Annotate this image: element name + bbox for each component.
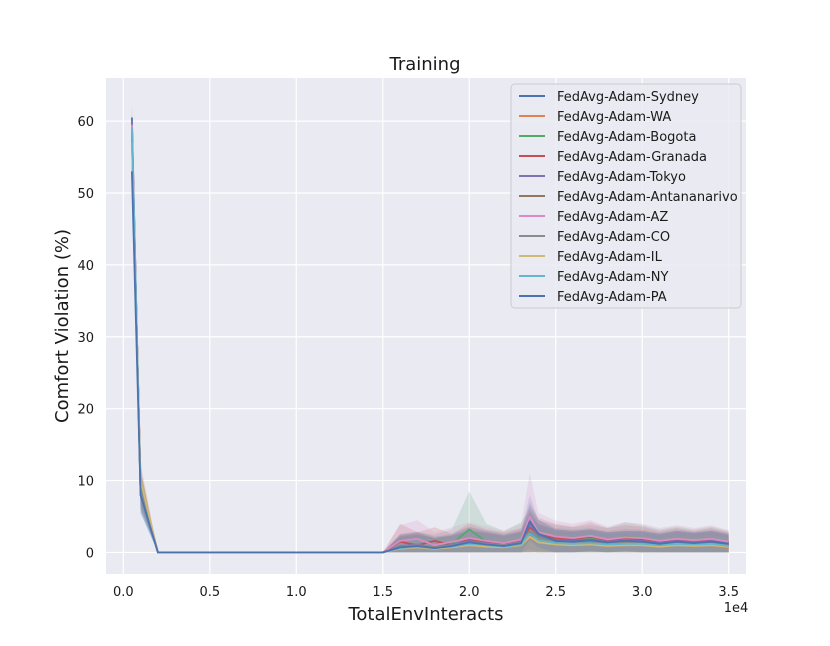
y-tick-label: 0 bbox=[86, 546, 94, 561]
x-tick-label: 2.5 bbox=[545, 585, 566, 600]
x-tick-label: 0.5 bbox=[199, 585, 220, 600]
x-tick-label: 2.0 bbox=[459, 585, 480, 600]
x-tick-label: 1.5 bbox=[372, 585, 393, 600]
x-tick-label: 0.0 bbox=[113, 585, 134, 600]
x-axis-offset-label: 1e4 bbox=[724, 601, 749, 616]
y-tick-label: 50 bbox=[77, 187, 94, 202]
legend-entry: FedAvg-Adam-AZ bbox=[519, 210, 668, 225]
x-axis-ticks: 0.0 0.5 1.0 1.5 2.0 2.5 3.0 3.5 bbox=[113, 585, 739, 600]
legend-entry: FedAvg-Adam-IL bbox=[519, 250, 663, 265]
y-tick-label: 10 bbox=[77, 475, 94, 490]
y-axis-label: Comfort Violation (%) bbox=[52, 229, 73, 423]
x-tick-label: 3.0 bbox=[632, 585, 653, 600]
legend-entry: FedAvg-Adam-Antananarivo bbox=[519, 190, 738, 205]
chart-title: Training bbox=[388, 54, 460, 75]
x-tick-label: 3.5 bbox=[718, 585, 739, 600]
legend-entry: FedAvg-Adam-Tokyo bbox=[519, 170, 686, 185]
legend-label: FedAvg-Adam-Granada bbox=[557, 150, 707, 165]
legend-frame bbox=[510, 83, 742, 309]
x-tick-label: 1.0 bbox=[286, 585, 307, 600]
legend-label: FedAvg-Adam-AZ bbox=[557, 210, 668, 225]
legend-label: FedAvg-Adam-Bogota bbox=[557, 130, 696, 145]
legend-label: FedAvg-Adam-Antananarivo bbox=[557, 190, 738, 205]
legend-label: FedAvg-Adam-CO bbox=[557, 230, 670, 245]
legend-entry: FedAvg-Adam-WA bbox=[519, 110, 671, 125]
legend: FedAvg-Adam-Sydney FedAvg-Adam-WA FedAvg-A… bbox=[510, 83, 742, 309]
legend-entry: FedAvg-Adam-Bogota bbox=[519, 130, 696, 145]
legend-label: FedAvg-Adam-IL bbox=[557, 250, 663, 265]
y-axis-ticks: 0 10 20 30 40 50 60 bbox=[77, 115, 94, 561]
legend-entry: FedAvg-Adam-NY bbox=[519, 270, 668, 285]
legend-entry: FedAvg-Adam-Sydney bbox=[519, 90, 699, 105]
x-axis-label: TotalEnvInteracts bbox=[347, 604, 503, 625]
legend-label: FedAvg-Adam-Tokyo bbox=[557, 170, 686, 185]
line-series-11 bbox=[131, 171, 729, 554]
y-tick-label: 30 bbox=[77, 331, 94, 346]
legend-entry: FedAvg-Adam-Granada bbox=[519, 150, 707, 165]
legend-label: FedAvg-Adam-WA bbox=[557, 110, 671, 125]
legend-label: FedAvg-Adam-Sydney bbox=[557, 90, 699, 105]
y-tick-label: 60 bbox=[77, 115, 94, 130]
legend-entry: FedAvg-Adam-CO bbox=[519, 230, 670, 245]
legend-label: FedAvg-Adam-PA bbox=[557, 290, 667, 305]
y-tick-label: 40 bbox=[77, 259, 94, 274]
y-tick-label: 20 bbox=[77, 403, 94, 418]
series-lines bbox=[131, 117, 729, 554]
legend-entry: FedAvg-Adam-PA bbox=[519, 290, 667, 305]
legend-label: FedAvg-Adam-NY bbox=[557, 270, 668, 285]
